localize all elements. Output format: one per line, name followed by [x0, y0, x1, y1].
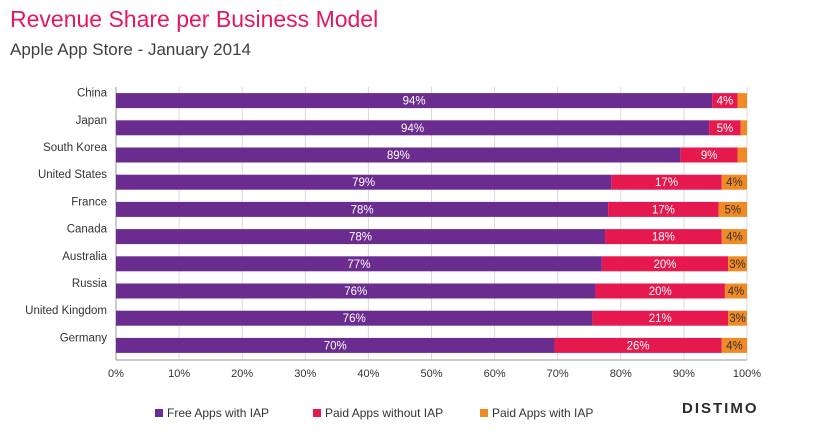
stacked-bar-chart: 0% 10% 20% 30% 40% 50% 60% 70% 80% 90% 100% China 94… — [25, 87, 761, 380]
data-label: 9% — [701, 150, 718, 162]
bar-segment — [737, 147, 747, 163]
bar-segment — [595, 283, 725, 299]
data-label: 26% — [627, 340, 650, 352]
distimo-logo: DISTIMO — [682, 400, 759, 417]
data-label: 4% — [726, 232, 743, 244]
category-label: Australia — [62, 251, 107, 263]
data-label: 89% — [387, 150, 410, 162]
bar-segment — [116, 147, 681, 163]
data-label: 77% — [347, 259, 370, 271]
legend-item-free-iap: Free Apps with IAP — [155, 406, 269, 420]
data-label: 20% — [649, 286, 672, 298]
x-tick-label: 80% — [610, 368, 632, 380]
data-label: 76% — [344, 286, 367, 298]
category-label: China — [77, 88, 108, 100]
legend-label: Paid Apps without IAP — [325, 406, 444, 420]
bar-segment — [712, 93, 738, 109]
bar-segment — [737, 93, 747, 109]
data-label: 76% — [343, 313, 366, 325]
data-label: 4% — [728, 286, 745, 298]
data-label: 17% — [652, 204, 675, 216]
data-label: 3% — [729, 313, 746, 325]
x-tick-label: 40% — [357, 368, 379, 380]
bar-segment — [116, 229, 606, 245]
bar-segment — [721, 337, 747, 353]
data-label: 3% — [729, 259, 746, 271]
bar-segment — [721, 229, 747, 245]
data-label: 4% — [726, 340, 743, 352]
chart-title: Revenue Share per Business Model — [10, 6, 379, 32]
bar-segment — [554, 337, 722, 353]
bar-segment — [721, 174, 747, 190]
legend-label: Free Apps with IAP — [167, 406, 270, 420]
chart-legend: Free Apps with IAP Paid Apps without IAP… — [0, 402, 827, 424]
bar-segment — [728, 256, 747, 272]
data-label: 70% — [324, 340, 347, 352]
bar-segment — [724, 283, 747, 299]
data-label: 78% — [349, 232, 372, 244]
x-tick-label: 10% — [168, 368, 190, 380]
bar-segment — [718, 201, 747, 217]
data-label: 94% — [403, 96, 426, 108]
category-label: Japan — [76, 115, 107, 127]
chart-subtitle: Apple App Store - January 2014 — [10, 40, 251, 59]
bar-segment — [116, 310, 593, 326]
legend-label: Paid Apps with IAP — [492, 406, 594, 420]
legend-swatch — [313, 409, 321, 417]
category-label: France — [71, 196, 107, 208]
category-label: South Korea — [43, 142, 108, 154]
data-label: 17% — [655, 177, 678, 189]
bar-segment — [116, 256, 602, 272]
bar-segment — [608, 201, 719, 217]
category-label: Germany — [60, 332, 108, 344]
category-label: Russia — [72, 278, 108, 290]
x-tick-label: 0% — [108, 368, 124, 380]
data-label: 20% — [653, 259, 676, 271]
bar-segment — [116, 174, 612, 190]
x-tick-label: 20% — [231, 368, 253, 380]
bar-segment — [592, 310, 729, 326]
data-label: 94% — [401, 123, 424, 135]
x-tick-label: 60% — [484, 368, 506, 380]
data-label: 5% — [717, 123, 734, 135]
bar-segment — [611, 174, 722, 190]
legend-swatch — [155, 409, 163, 417]
x-tick-label: 30% — [294, 368, 316, 380]
bar-segment — [709, 120, 741, 136]
bar-segment — [605, 229, 722, 245]
bar-segment — [116, 337, 555, 353]
data-label: 79% — [352, 177, 375, 189]
bar-segment — [116, 201, 609, 217]
legend-swatch — [480, 409, 488, 417]
data-label: 18% — [652, 232, 675, 244]
bar-segment — [680, 147, 738, 163]
bar-segment — [740, 120, 747, 136]
category-label: Canada — [67, 224, 108, 236]
data-label: 78% — [351, 204, 374, 216]
category-label: United Kingdom — [25, 305, 107, 317]
x-tick-label: 70% — [547, 368, 569, 380]
data-label: 21% — [649, 313, 672, 325]
bar-segment — [116, 93, 713, 109]
data-label: 4% — [717, 96, 734, 108]
bar-segment — [728, 310, 747, 326]
category-label: United States — [38, 169, 107, 181]
data-label: 5% — [724, 204, 741, 216]
bar-segment — [601, 256, 729, 272]
legend-item-paid-no-iap: Paid Apps without IAP — [313, 406, 443, 420]
x-tick-label: 90% — [673, 368, 695, 380]
x-tick-label: 50% — [420, 368, 442, 380]
bar-segment — [116, 120, 710, 136]
legend-item-paid-iap: Paid Apps with IAP — [480, 406, 593, 420]
bar-segment — [116, 283, 596, 299]
x-tick-label: 100% — [733, 368, 761, 380]
data-label: 4% — [726, 177, 743, 189]
